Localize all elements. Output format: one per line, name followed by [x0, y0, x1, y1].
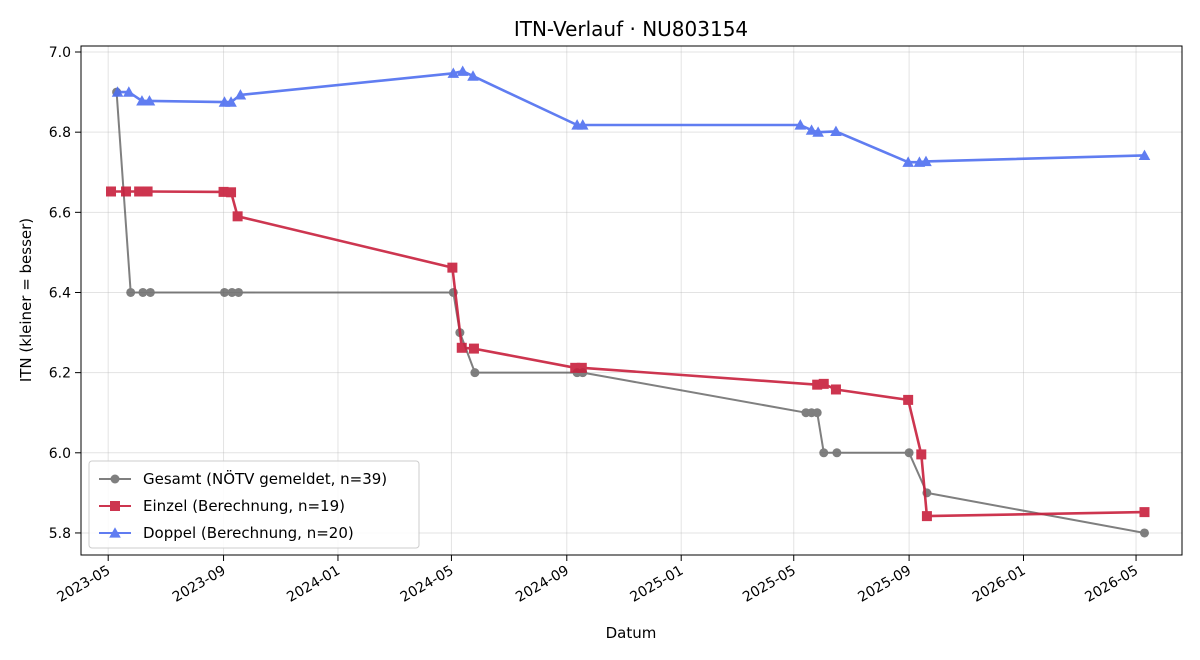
data-point: [219, 287, 229, 297]
data-point: [470, 368, 480, 378]
legend-marker: [109, 527, 121, 538]
data-point: [812, 408, 822, 418]
y-tick-label: 5.8: [49, 526, 71, 542]
data-point: [812, 126, 824, 137]
data-point: [143, 95, 156, 106]
series-einzel: [106, 186, 1150, 522]
y-tick-label: 7.0: [49, 45, 71, 61]
legend-marker: [110, 474, 120, 484]
legend-label: Gesamt (NÖTV gemeldet, n=39): [143, 469, 387, 488]
x-axis-title: Datum: [606, 624, 657, 642]
data-point: [1138, 149, 1151, 161]
data-point: [145, 287, 155, 297]
data-point: [123, 86, 135, 97]
data-point: [903, 394, 914, 405]
data-point: [468, 343, 479, 354]
legend-label: Einzel (Berechnung, n=19): [143, 497, 345, 515]
data-point: [234, 89, 247, 100]
plot-frame: [80, 45, 1183, 556]
data-point: [805, 124, 818, 135]
data-point: [232, 211, 243, 222]
legend-item-doppel: [99, 527, 131, 538]
y-tick-label: 6.6: [49, 205, 71, 221]
y-axis: 5.8 6.0 6.2 6.4 6.6 6.8 7.0: [49, 45, 81, 542]
data-point: [106, 186, 117, 197]
data-point: [812, 379, 823, 390]
legend-label: Doppel (Berechnung, n=20): [143, 524, 354, 542]
data-point: [121, 186, 132, 197]
data-point: [447, 67, 460, 78]
data-point: [218, 186, 229, 197]
y-tick-label: 6.0: [49, 446, 71, 462]
data-point: [138, 287, 148, 297]
data-point: [126, 287, 136, 297]
data-point: [447, 262, 458, 273]
series-gesamt: [112, 87, 1149, 538]
data-point: [830, 384, 841, 395]
data-point: [142, 186, 153, 197]
y-axis-title: ITN (kleiner = besser): [17, 218, 35, 382]
data-point: [921, 511, 932, 522]
legend-box: [88, 460, 420, 549]
data-point: [904, 448, 914, 458]
data-point: [830, 125, 842, 137]
data-point: [576, 119, 589, 130]
data-point: [456, 65, 469, 76]
data-point: [819, 448, 829, 458]
data-point: [225, 96, 237, 107]
legend: Gesamt (NÖTV gemeldet, n=39) Einzel (Bere…: [88, 460, 420, 549]
chart-title: ITN-Verlauf · NU803154: [514, 17, 748, 41]
data-point: [916, 449, 927, 460]
legend-item-gesamt: [99, 474, 131, 484]
data-point: [576, 362, 587, 373]
legend-marker: [110, 501, 120, 511]
data-point: [1139, 528, 1149, 538]
data-point: [234, 287, 244, 297]
data-point: [136, 95, 148, 106]
y-tick-label: 6.4: [49, 285, 71, 301]
series-layer: [106, 65, 1151, 538]
data-point: [456, 342, 467, 353]
data-point: [920, 155, 932, 167]
data-point: [1139, 507, 1150, 518]
data-point: [134, 186, 145, 197]
data-point: [111, 86, 124, 97]
data-point: [467, 70, 479, 81]
data-point: [226, 187, 237, 198]
data-point: [902, 156, 914, 167]
data-point: [832, 448, 842, 458]
y-tick-label: 6.8: [49, 125, 71, 141]
data-point: [794, 119, 807, 130]
data-point: [227, 287, 237, 297]
y-tick-label: 6.2: [49, 366, 71, 382]
legend-item-einzel: [99, 501, 131, 511]
data-point: [570, 362, 581, 373]
series-line: [117, 69, 1145, 164]
data-point: [818, 378, 829, 389]
series-doppel: [111, 65, 1151, 167]
